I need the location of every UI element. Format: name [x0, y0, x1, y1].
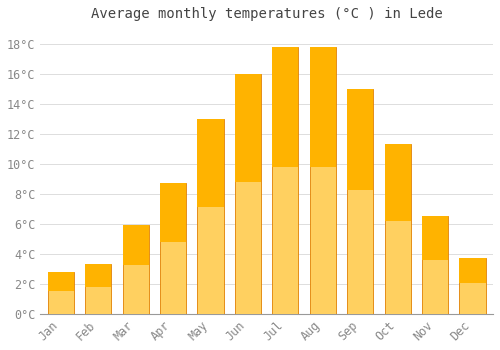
- Bar: [422, 216, 448, 260]
- Bar: [85, 264, 112, 287]
- Bar: [347, 89, 374, 190]
- Bar: [460, 258, 485, 314]
- Bar: [235, 74, 261, 314]
- Bar: [48, 272, 74, 291]
- Bar: [272, 47, 298, 167]
- Bar: [384, 145, 410, 221]
- Bar: [122, 225, 149, 265]
- Bar: [48, 272, 74, 314]
- Bar: [198, 119, 224, 314]
- Bar: [422, 216, 448, 314]
- Title: Average monthly temperatures (°C ) in Lede: Average monthly temperatures (°C ) in Le…: [91, 7, 443, 21]
- Bar: [160, 183, 186, 242]
- Bar: [85, 264, 112, 314]
- Bar: [347, 89, 374, 314]
- Bar: [272, 47, 298, 314]
- Bar: [460, 258, 485, 284]
- Bar: [198, 119, 224, 207]
- Bar: [384, 145, 410, 314]
- Bar: [310, 47, 336, 314]
- Bar: [235, 74, 261, 182]
- Bar: [160, 183, 186, 314]
- Bar: [122, 225, 149, 314]
- Bar: [310, 47, 336, 167]
